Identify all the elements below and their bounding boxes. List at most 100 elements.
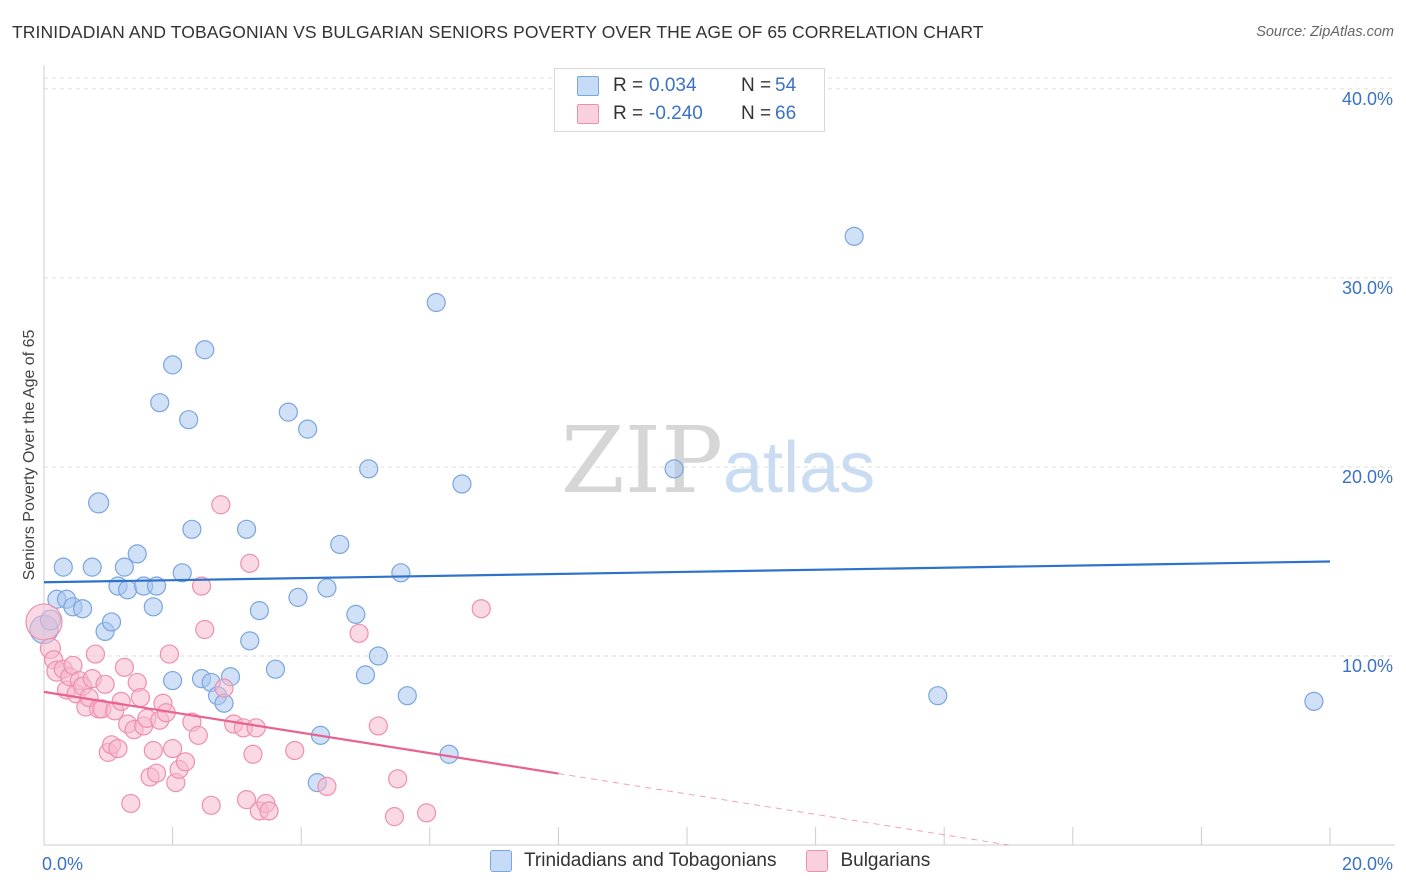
point-trinidadian	[452, 474, 472, 494]
point-trinidadian	[236, 519, 257, 539]
point-trinidadian	[172, 563, 192, 583]
legend-n-value: 54	[775, 75, 797, 96]
legend-n-value: 66	[775, 103, 797, 124]
point-trinidadian	[298, 419, 318, 439]
point-bulgarian	[108, 738, 128, 759]
point-bulgarian	[85, 644, 106, 664]
point-bulgarian	[243, 744, 263, 764]
point-trinidadian	[53, 557, 73, 577]
point-trinidadian	[359, 459, 379, 479]
point-trinidadian	[240, 631, 260, 651]
point-trinidadian	[249, 601, 270, 621]
point-trinidadian	[117, 580, 138, 600]
point-bulgarian	[163, 738, 183, 759]
y-tick-label: 40.0%	[1342, 89, 1393, 109]
point-bulgarian	[195, 619, 215, 640]
point-bulgarian	[201, 795, 221, 815]
correlation-legend: R = 0.034 N = 54 R = -0.240 N = 66	[554, 68, 825, 132]
point-trinidadian	[368, 646, 388, 666]
point-bulgarian	[111, 691, 131, 711]
point-trinidadian	[928, 686, 948, 706]
y-tick-label: 20.0%	[1342, 467, 1393, 487]
point-bulgarian	[246, 718, 266, 738]
series-legend-item-trinidadian: Trinidadians and Tobagonians	[490, 850, 776, 872]
series-legend-item-bulgarian: Bulgarians	[806, 850, 930, 872]
point-bulgarian	[95, 674, 115, 694]
point-bulgarian	[471, 599, 491, 619]
point-trinidadian	[182, 519, 202, 539]
point-bulgarian	[240, 553, 260, 573]
legend-r-value: -0.240	[649, 103, 703, 124]
point-trinidadian	[163, 355, 183, 375]
point-bulgarian	[349, 623, 369, 643]
legend-n-label: N =	[741, 75, 772, 96]
point-bulgarian	[211, 495, 231, 515]
chart-source: Source: ZipAtlas.com	[1256, 24, 1394, 40]
series-legend: Trinidadians and Tobagonians Bulgarians	[490, 850, 960, 872]
point-trinidadian	[330, 534, 350, 555]
point-bulgarian	[236, 790, 257, 810]
series-legend-swatch	[806, 850, 829, 872]
point-bulgarian	[416, 803, 437, 823]
point-trinidadian	[391, 563, 411, 583]
series-legend-label: Trinidadians and Tobagonians	[524, 850, 777, 871]
point-trinidadian	[101, 612, 122, 632]
y-tick-label: 10.0%	[1342, 656, 1393, 676]
point-bulgarian	[384, 807, 405, 827]
legend-row-trinidadian: R = 0.034 N = 54	[577, 74, 796, 98]
point-trinidadian	[355, 665, 376, 685]
point-bulgarian	[25, 603, 63, 641]
point-trinidadian	[72, 599, 93, 619]
point-trinidadian	[143, 597, 163, 617]
point-bulgarian	[159, 644, 179, 664]
point-bulgarian	[146, 763, 167, 783]
series-legend-label: Bulgarians	[840, 850, 931, 871]
point-trinidadian	[88, 492, 110, 514]
trend-line-bulgarian	[43, 690, 559, 775]
legend-r-label: R =	[613, 103, 644, 124]
legend-swatch-trinidadian	[577, 76, 599, 96]
point-trinidadian	[82, 557, 102, 577]
point-bulgarian	[143, 740, 163, 761]
point-trinidadian	[397, 686, 417, 706]
point-trinidadian	[127, 544, 147, 564]
point-trinidadian	[844, 226, 864, 246]
point-bulgarian	[114, 657, 134, 677]
point-trinidadian	[288, 587, 308, 607]
point-bulgarian	[259, 801, 279, 821]
point-bulgarian	[121, 793, 141, 814]
y-tick-label: 30.0%	[1342, 278, 1393, 298]
point-trinidadian	[114, 557, 134, 577]
point-trinidadian	[346, 604, 366, 624]
point-bulgarian	[214, 678, 234, 698]
x-tick-label: 0.0%	[42, 854, 83, 874]
point-trinidadian	[317, 578, 337, 598]
point-trinidadian	[1304, 691, 1324, 711]
legend-r-value: 0.034	[649, 75, 697, 96]
legend-swatch-bulgarian	[577, 104, 599, 124]
chart-title: TRINIDADIAN AND TOBAGONIAN VS BULGARIAN …	[12, 22, 984, 42]
point-bulgarian	[317, 776, 337, 797]
legend-row-bulgarian: R = -0.240 N = 66	[577, 102, 796, 126]
trend-line-trinidadian	[43, 560, 1331, 584]
point-trinidadian	[664, 459, 684, 479]
point-bulgarian	[175, 752, 196, 772]
series-legend-swatch	[490, 850, 512, 872]
x-tick-label: 20.0%	[1342, 854, 1393, 874]
point-bulgarian	[191, 576, 212, 596]
point-trinidadian	[150, 393, 170, 413]
point-bulgarian	[368, 716, 388, 736]
trend-line-bulgarian-extension	[558, 773, 1009, 846]
watermark: ZIPatlas	[561, 407, 875, 514]
legend-n-label: N =	[741, 103, 772, 124]
point-trinidadian	[179, 410, 199, 430]
legend-r-label: R =	[613, 75, 644, 96]
point-bulgarian	[130, 687, 151, 708]
point-trinidadian	[426, 292, 446, 313]
point-trinidadian	[278, 402, 298, 422]
point-bulgarian	[285, 740, 305, 761]
point-trinidadian	[195, 340, 215, 360]
point-bulgarian	[188, 725, 208, 745]
point-bulgarian	[388, 769, 408, 789]
